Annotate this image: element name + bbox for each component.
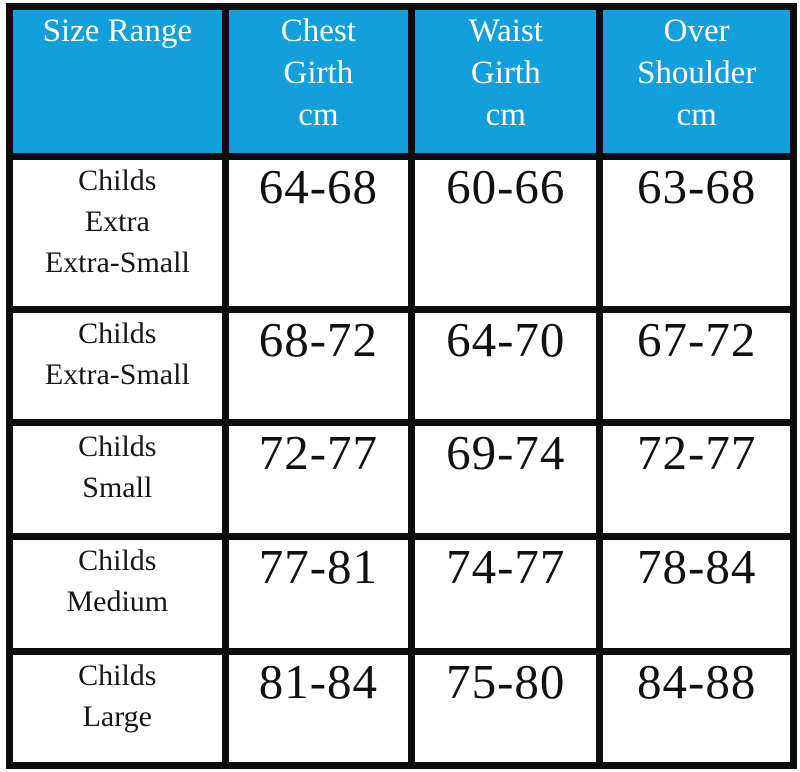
table-row-childs-extra-small: Childs Extra-Small 68-72 64-70 67-72 xyxy=(6,305,797,426)
header-row: Size Range Chest Girth cm Waist Girth cm… xyxy=(6,3,797,160)
chest-girth-cell: 72-77 xyxy=(221,418,416,541)
table-row-childs-large: Childs Large 81-84 75-80 84-88 xyxy=(6,647,797,770)
waist-girth-cell: 69-74 xyxy=(408,418,604,541)
table-row-childs-medium: Childs Medium 77-81 74-77 78-84 xyxy=(6,533,797,655)
over-shoulder-cell: 72-77 xyxy=(596,418,797,541)
chest-girth-cell: 68-72 xyxy=(221,305,416,426)
size-name-cell: Childs Large xyxy=(6,647,229,770)
over-shoulder-cell: 84-88 xyxy=(596,647,797,770)
table-row-childs-extra-extra-small: Childs Extra Extra-Small 64-68 60-66 63-… xyxy=(6,153,797,313)
header-size-range: Size Range xyxy=(6,3,229,160)
over-shoulder-cell: 67-72 xyxy=(596,305,797,426)
chest-girth-cell: 77-81 xyxy=(221,533,416,655)
waist-girth-cell: 75-80 xyxy=(408,647,604,770)
waist-girth-cell: 74-77 xyxy=(408,533,604,655)
header-chest-girth: Chest Girth cm xyxy=(221,3,416,160)
size-name-cell: Childs Small xyxy=(6,418,229,541)
size-name-cell: Childs Extra-Small xyxy=(6,305,229,426)
size-name-cell: Childs Extra Extra-Small xyxy=(6,153,229,313)
waist-girth-cell: 64-70 xyxy=(408,305,604,426)
size-name-cell: Childs Medium xyxy=(6,533,229,655)
over-shoulder-cell: 63-68 xyxy=(596,153,797,313)
size-chart-table: Size Range Chest Girth cm Waist Girth cm… xyxy=(6,3,797,770)
table-row-childs-small: Childs Small 72-77 69-74 72-77 xyxy=(6,418,797,541)
size-chart: Size Range Chest Girth cm Waist Girth cm… xyxy=(6,3,797,770)
header-waist-girth: Waist Girth cm xyxy=(408,3,604,160)
header-over-shoulder: Over Shoulder cm xyxy=(596,3,797,160)
chest-girth-cell: 81-84 xyxy=(221,647,416,770)
waist-girth-cell: 60-66 xyxy=(408,153,604,313)
over-shoulder-cell: 78-84 xyxy=(596,533,797,655)
chest-girth-cell: 64-68 xyxy=(221,153,416,313)
